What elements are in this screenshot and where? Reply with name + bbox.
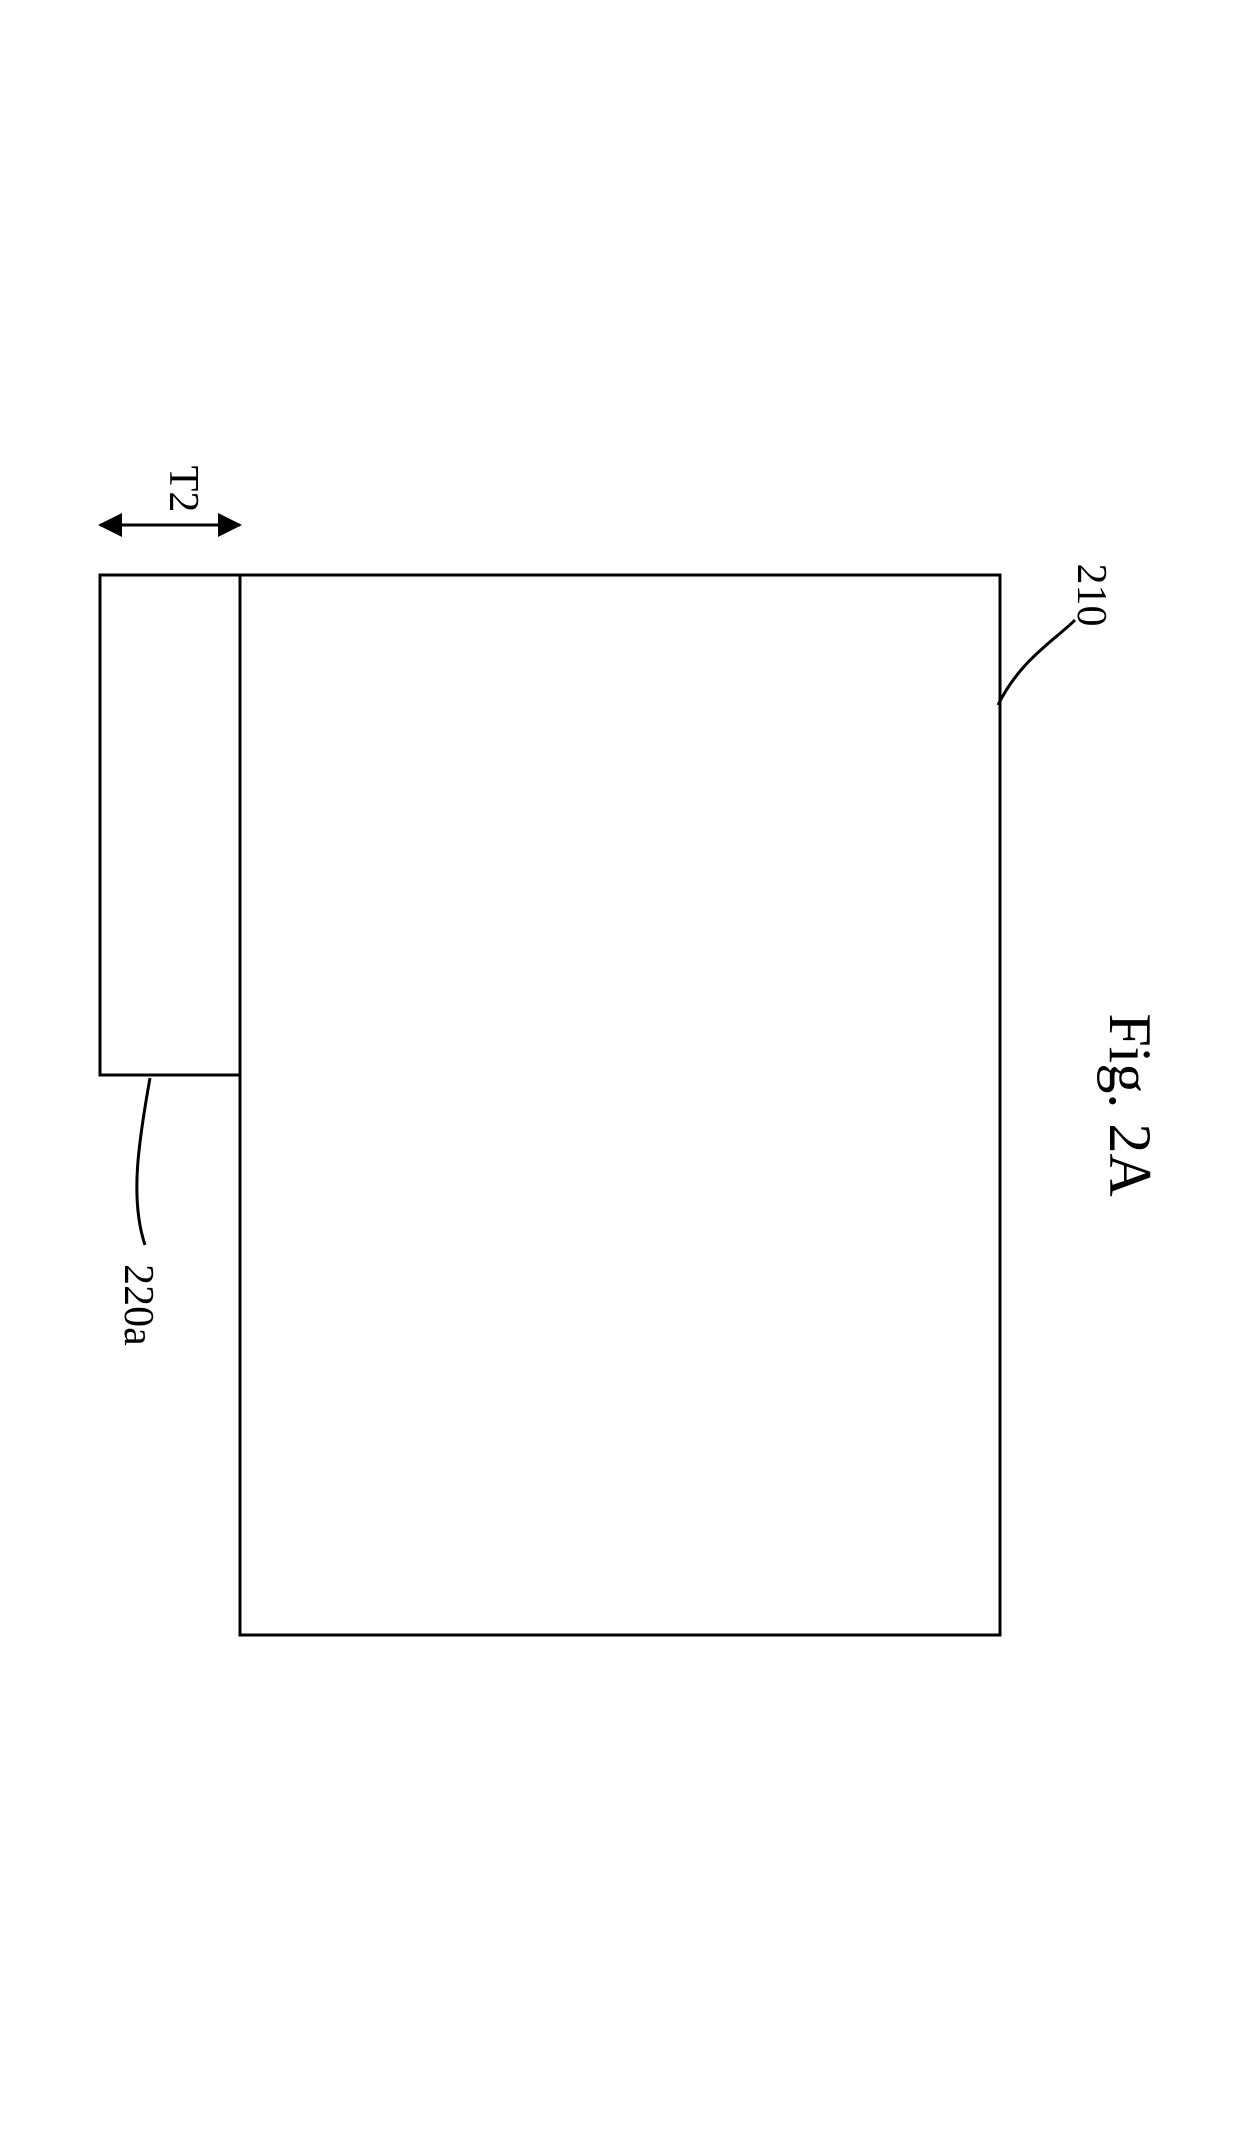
layer-ref-label: 220a bbox=[115, 1264, 161, 1346]
layer-rect bbox=[100, 575, 240, 1075]
thickness-label: T2 bbox=[160, 466, 206, 513]
leader-substrate bbox=[998, 620, 1075, 705]
substrate-ref-label: 210 bbox=[1068, 564, 1114, 627]
leader-layer bbox=[137, 1078, 150, 1245]
figure-svg: T2 210 220a Fig. 2A bbox=[0, 0, 1240, 2135]
substrate-rect bbox=[240, 575, 1000, 1635]
figure-caption: Fig. 2A bbox=[1097, 1013, 1163, 1196]
figure-canvas: T2 210 220a Fig. 2A bbox=[0, 0, 1240, 2135]
